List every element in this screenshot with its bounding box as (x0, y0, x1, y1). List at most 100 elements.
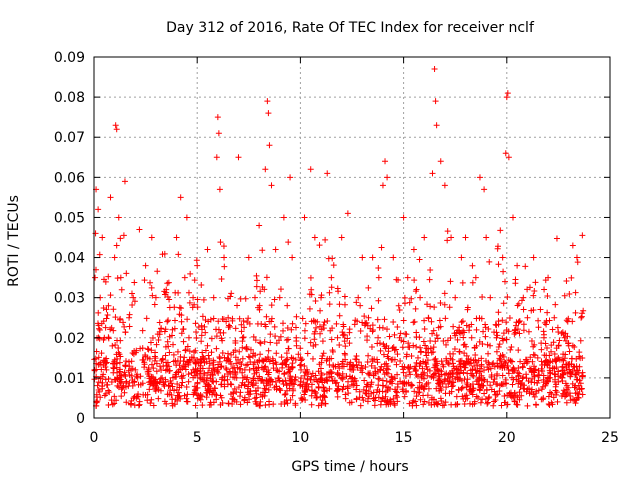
scatter-point (284, 302, 291, 309)
scatter-point (321, 388, 328, 395)
scatter-point (197, 375, 204, 382)
scatter-point (251, 395, 258, 402)
data-point (468, 334, 475, 341)
scatter-point (494, 391, 501, 398)
scatter-point (153, 368, 160, 375)
scatter-point (288, 326, 295, 333)
data-point (111, 254, 118, 261)
scatter-point (368, 362, 375, 369)
scatter-point (535, 377, 542, 384)
scatter-point (576, 377, 583, 384)
scatter-point (423, 345, 430, 352)
scatter-point (285, 239, 292, 246)
scatter-point (399, 363, 406, 370)
data-point (130, 294, 137, 301)
scatter-point (339, 386, 346, 393)
scatter-point (442, 399, 449, 406)
scatter-point (472, 352, 479, 359)
scatter-point (311, 336, 318, 343)
scatter-point (438, 386, 445, 393)
scatter-point (354, 364, 361, 371)
scatter-point (496, 357, 503, 364)
scatter-point (273, 340, 280, 347)
axis-ticks: 0 0.01 0.02 0.03 0.04 0.05 0.06 0.07 0.08 0.09 0 5 1… (54, 50, 619, 446)
scatter-point (492, 396, 499, 403)
scatter-point (245, 315, 252, 322)
scatter-point (353, 356, 360, 363)
scatter-point (434, 335, 441, 342)
scatter-point (351, 321, 358, 328)
scatter-point (427, 266, 434, 273)
scatter-point (451, 365, 458, 372)
scatter-point (257, 340, 264, 347)
scatter-point (186, 348, 193, 355)
scatter-point (302, 320, 309, 327)
scatter-point (548, 348, 555, 355)
scatter-point (342, 391, 349, 398)
data-point (487, 294, 494, 301)
scatter-point (580, 307, 587, 314)
scatter-point (571, 384, 578, 391)
scatter-point (516, 396, 523, 403)
data-point (152, 294, 159, 301)
scatter-point (247, 346, 254, 353)
scatter-point (555, 342, 562, 349)
scatter-point (530, 351, 537, 358)
scatter-point (375, 334, 382, 341)
scatter-point (307, 376, 314, 383)
scatter-point (308, 381, 315, 388)
scatter-point (566, 348, 573, 355)
scatter-point (230, 349, 237, 356)
scatter-point (154, 268, 161, 275)
scatter-point (292, 373, 299, 380)
scatter-point (257, 351, 264, 358)
scatter-point (329, 255, 336, 262)
scatter-point (414, 354, 421, 361)
scatter-point (406, 299, 413, 306)
scatter-point (566, 290, 573, 297)
scatter-point (453, 371, 460, 378)
scatter-point (346, 361, 353, 368)
scatter-point (411, 277, 418, 284)
scatter-point (122, 383, 129, 390)
scatter-point (298, 356, 305, 363)
scatter-point (482, 333, 489, 340)
scatter-point (122, 358, 129, 365)
scatter-point (216, 353, 223, 360)
scatter-point (163, 400, 170, 407)
scatter-point (450, 382, 457, 389)
scatter-point (345, 390, 352, 397)
scatter-point (113, 242, 120, 249)
scatter-point (101, 392, 108, 399)
scatter-point (236, 393, 243, 400)
scatter-point (336, 312, 343, 319)
scatter-point (496, 387, 503, 394)
scatter-point (141, 277, 148, 284)
scatter-point (204, 342, 211, 349)
scatter-point (261, 392, 268, 399)
scatter-point (340, 363, 347, 370)
scatter-point (502, 380, 509, 387)
scatter-point (565, 315, 572, 322)
data-point (103, 366, 110, 373)
scatter-point (208, 367, 215, 374)
scatter-point (412, 305, 419, 312)
scatter-point (148, 347, 155, 354)
scatter-point (146, 386, 153, 393)
scatter-point (376, 340, 383, 347)
scatter-point (391, 402, 398, 409)
scatter-point (456, 370, 463, 377)
scatter-point (191, 301, 198, 308)
scatter-point (96, 325, 103, 332)
scatter-point (116, 359, 123, 366)
scatter-point (458, 377, 465, 384)
scatter-point (395, 302, 402, 309)
scatter-point (454, 401, 461, 408)
scatter-point (485, 366, 492, 373)
scatter-point (114, 275, 121, 282)
scatter-point (232, 325, 239, 332)
scatter-point (153, 341, 160, 348)
scatter-point (133, 373, 140, 380)
scatter-point (166, 333, 173, 340)
scatter-point (258, 377, 265, 384)
